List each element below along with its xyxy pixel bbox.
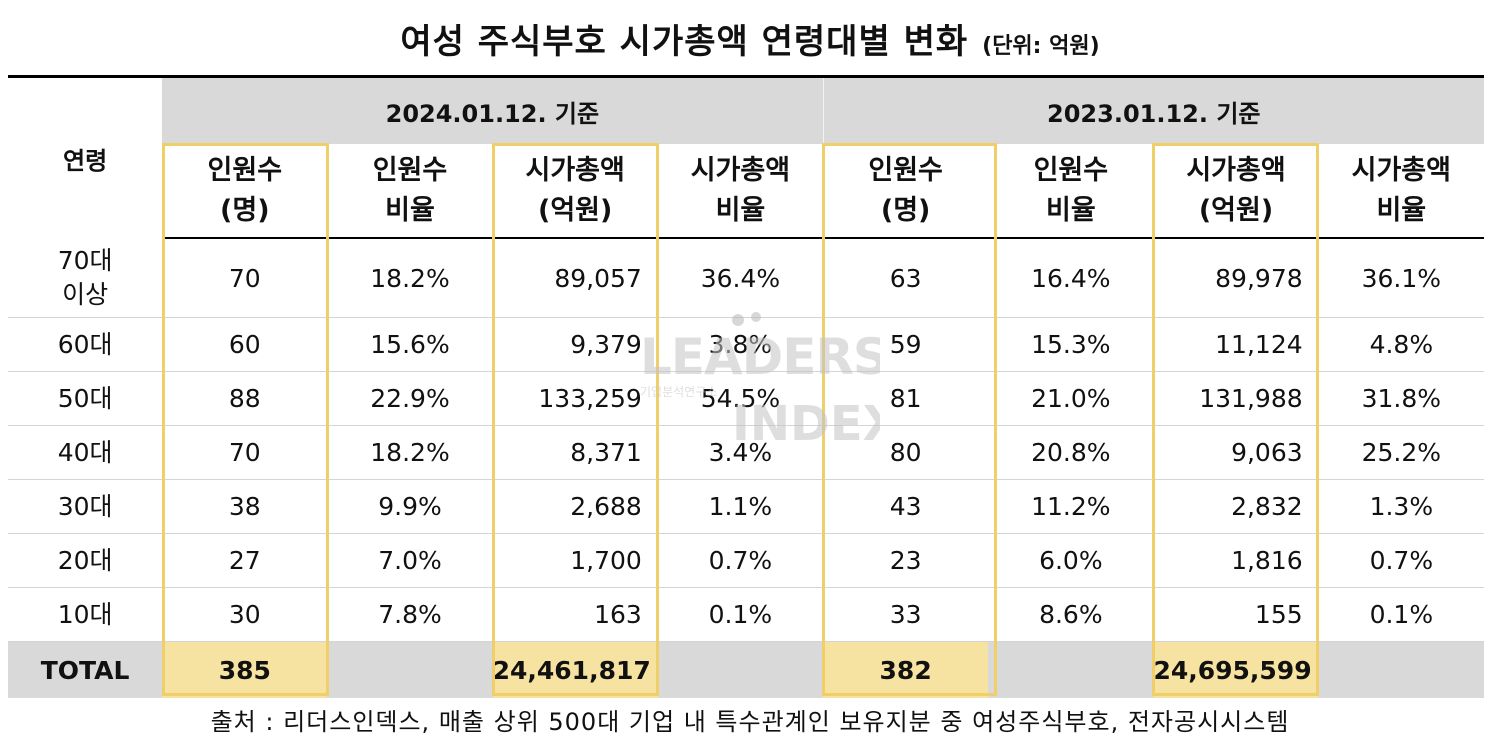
table-cell: 1,700 xyxy=(492,533,658,588)
total-cell xyxy=(657,641,824,698)
age-cell: 30대 xyxy=(8,479,163,534)
header-sub: 인원수 비율 xyxy=(988,144,1154,239)
total-cell: 24,695,599 xyxy=(1153,641,1319,698)
header-sub: 시가총액 비율 xyxy=(657,144,824,239)
total-label: TOTAL xyxy=(8,641,163,698)
data-table: 연령 2024.01.12. 기준 2023.01.12. 기준 인원수 (명) … xyxy=(8,75,1484,698)
table-cell: 27 xyxy=(162,533,328,588)
header-group-2024: 2024.01.12. 기준 xyxy=(162,75,824,144)
total-row: TOTAL 385 24,461,817 382 24,695,599 xyxy=(8,641,1484,698)
table-cell: 59 xyxy=(823,317,989,372)
table-cell: 163 xyxy=(492,587,658,642)
table-cell: 70 xyxy=(162,238,328,318)
table-cell: 21.0% xyxy=(988,371,1154,426)
table-cell: 60 xyxy=(162,317,328,372)
header-sub: 시가총액 비율 xyxy=(1318,144,1484,239)
table-row: 50대 88 22.9% 133,259 54.5% 81 21.0% 131,… xyxy=(8,371,1484,426)
table-cell: 3.4% xyxy=(657,425,824,480)
table-cell: 1,816 xyxy=(1153,533,1319,588)
total-cell: 24,461,817 xyxy=(492,641,658,698)
table-cell: 22.9% xyxy=(327,371,493,426)
source-note: 출처 : 리더스인덱스, 매출 상위 500대 기업 내 특수관계인 보유지분 … xyxy=(210,708,1290,736)
title-unit: (단위: 억원) xyxy=(982,34,1100,59)
total-cell xyxy=(327,641,493,698)
table-cell: 9,379 xyxy=(492,317,658,372)
age-cell: 50대 xyxy=(8,371,163,426)
table-cell: 15.6% xyxy=(327,317,493,372)
table-row: 20대 27 7.0% 1,700 0.7% 23 6.0% 1,816 0.7… xyxy=(8,533,1484,588)
table-row: 40대 70 18.2% 8,371 3.4% 80 20.8% 9,063 2… xyxy=(8,425,1484,480)
table-cell: 1.1% xyxy=(657,479,824,534)
table-cell: 8.6% xyxy=(988,587,1154,642)
table-cell: 70 xyxy=(162,425,328,480)
table-row: 70대 이상 70 18.2% 89,057 36.4% 63 16.4% 89,… xyxy=(8,238,1484,318)
total-cell xyxy=(1318,641,1484,698)
table-cell: 0.7% xyxy=(1318,533,1484,588)
table-cell: 8,371 xyxy=(492,425,658,480)
table-cell: 0.1% xyxy=(657,587,824,642)
age-cell: 70대 이상 xyxy=(8,238,163,318)
table-row: 30대 38 9.9% 2,688 1.1% 43 11.2% 2,832 1.… xyxy=(8,479,1484,534)
table-cell: 2,832 xyxy=(1153,479,1319,534)
table-cell: 43 xyxy=(823,479,989,534)
table-cell: 1.3% xyxy=(1318,479,1484,534)
total-cell xyxy=(988,641,1154,698)
age-cell: 20대 xyxy=(8,533,163,588)
table-cell: 6.0% xyxy=(988,533,1154,588)
table-cell: 80 xyxy=(823,425,989,480)
table-cell: 7.0% xyxy=(327,533,493,588)
table-cell: 20.8% xyxy=(988,425,1154,480)
table-cell: 88 xyxy=(162,371,328,426)
table-cell: 18.2% xyxy=(327,238,493,318)
table-cell: 131,988 xyxy=(1153,371,1319,426)
header-sub: 인원수 (명) xyxy=(823,144,989,239)
table-cell: 2,688 xyxy=(492,479,658,534)
table-cell: 38 xyxy=(162,479,328,534)
age-cell: 40대 xyxy=(8,425,163,480)
table-cell: 9,063 xyxy=(1153,425,1319,480)
table-cell: 155 xyxy=(1153,587,1319,642)
table-cell: 9.9% xyxy=(327,479,493,534)
table-cell: 23 xyxy=(823,533,989,588)
table-cell: 15.3% xyxy=(988,317,1154,372)
table-cell: 0.7% xyxy=(657,533,824,588)
table-cell: 36.4% xyxy=(657,238,824,318)
table-cell: 133,259 xyxy=(492,371,658,426)
table-cell: 30 xyxy=(162,587,328,642)
table-cell: 4.8% xyxy=(1318,317,1484,372)
table-cell: 0.1% xyxy=(1318,587,1484,642)
table-cell: 11.2% xyxy=(988,479,1154,534)
table-cell: 18.2% xyxy=(327,425,493,480)
table-cell: 36.1% xyxy=(1318,238,1484,318)
table-cell: 63 xyxy=(823,238,989,318)
table-cell: 89,057 xyxy=(492,238,658,318)
table-row: 10대 30 7.8% 163 0.1% 33 8.6% 155 0.1% xyxy=(8,587,1484,642)
header-sub: 인원수 (명) xyxy=(162,144,328,239)
header-sub: 인원수 비율 xyxy=(327,144,493,239)
table-cell: 54.5% xyxy=(657,371,824,426)
table-cell: 7.8% xyxy=(327,587,493,642)
header-sub: 시가총액 (억원) xyxy=(492,144,658,239)
title-text: 여성 주식부호 시가총액 연령대별 변화 xyxy=(400,22,969,62)
age-cell: 60대 xyxy=(8,317,163,372)
table-cell: 31.8% xyxy=(1318,371,1484,426)
total-cell: 385 xyxy=(162,641,328,698)
age-cell: 10대 xyxy=(8,587,163,642)
total-cell: 382 xyxy=(823,641,989,698)
table-cell: 81 xyxy=(823,371,989,426)
table-cell: 3.8% xyxy=(657,317,824,372)
table-cell: 25.2% xyxy=(1318,425,1484,480)
table-cell: 33 xyxy=(823,587,989,642)
header-sub: 시가총액 (억원) xyxy=(1153,144,1319,239)
table-cell: 89,978 xyxy=(1153,238,1319,318)
table-cell: 16.4% xyxy=(988,238,1154,318)
table-cell: 11,124 xyxy=(1153,317,1319,372)
table-row: 60대 60 15.6% 9,379 3.8% 59 15.3% 11,124 … xyxy=(8,317,1484,372)
page-title: 여성 주식부호 시가총액 연령대별 변화 (단위: 억원) xyxy=(0,14,1500,63)
header-age: 연령 xyxy=(8,75,163,238)
header-group-2023: 2023.01.12. 기준 xyxy=(823,75,1484,144)
